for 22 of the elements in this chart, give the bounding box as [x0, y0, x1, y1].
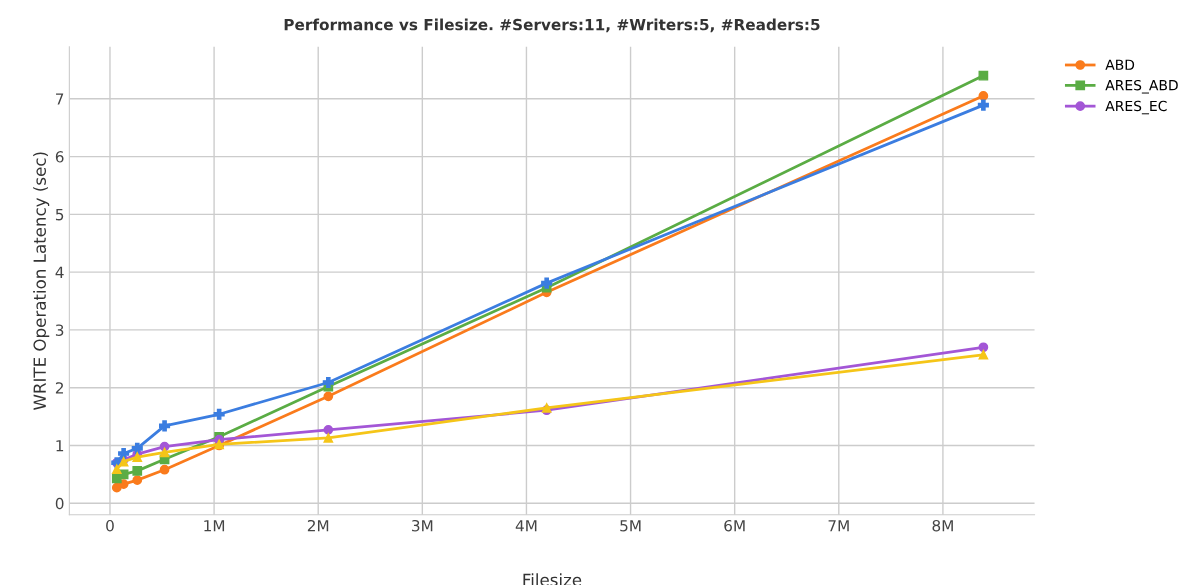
x-tick-label: 8M: [932, 519, 953, 532]
x-tick-label: 1M: [204, 520, 225, 532]
x-tick-label: 2M: [307, 519, 329, 532]
legend-label: ARES_ABD: [1105, 79, 1178, 94]
chart-title: Performance vs Filesize. #Servers:11, #Writers:5, #Readers:5: [284, 18, 820, 33]
x-tick-label: 6M: [724, 519, 745, 532]
legend-label: ABD: [1105, 59, 1135, 70]
x-tick-label: 7M: [828, 520, 849, 532]
y-tick-label: 2: [55, 382, 63, 394]
legend-label: ARES_EC: [1105, 100, 1167, 115]
y-tick-label: 5: [55, 209, 64, 221]
y-tick-label: 0: [55, 497, 64, 510]
y-tick-label: 4: [55, 266, 64, 278]
x-tick-label: 4M: [515, 520, 537, 532]
y-tick-label: 7: [56, 93, 64, 105]
y-axis-title: WRITE Operation Latency (sec): [33, 152, 50, 410]
x-tick-label: 5M: [620, 520, 641, 532]
y-tick-label: 6: [55, 151, 64, 163]
x-tick-label: 0: [106, 519, 114, 532]
y-tick-label: 3: [55, 324, 64, 336]
x-tick-label: 3M: [412, 519, 433, 532]
y-tick-label: 1: [56, 440, 64, 452]
